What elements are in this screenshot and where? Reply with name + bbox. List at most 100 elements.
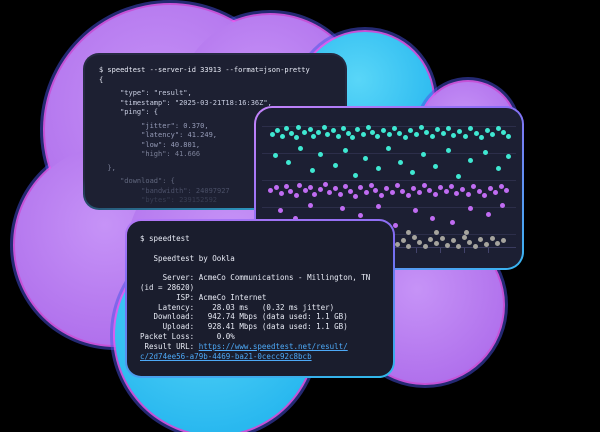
download-series-dot	[303, 188, 308, 193]
latency-series-dot	[325, 132, 330, 137]
latency-series-dot	[280, 134, 285, 139]
latency-series-dot	[270, 132, 275, 137]
latency-series-dot	[284, 126, 289, 131]
result-url-link[interactable]: https://www.speedtest.net/result/	[198, 341, 348, 351]
latency-series-dot	[483, 150, 488, 155]
upload-series-dot	[484, 242, 489, 247]
latency-series-dot	[468, 126, 473, 131]
download-series-dot	[338, 192, 343, 197]
download-series-dot	[466, 192, 471, 197]
download-series-dot	[488, 186, 493, 191]
download-series-dot	[444, 189, 449, 194]
latency-series-dot	[435, 127, 440, 132]
terminal-line: Latency: 28.03 ms (0.32 ms jitter)	[140, 302, 335, 312]
latency-series-dot	[343, 148, 348, 153]
terminal-line: Download: 942.74 Mbps (data used: 1.1 GB…	[140, 312, 348, 322]
terminal-json-output: $ speedtest --server-id 33913 --format=j…	[85, 55, 345, 208]
latency-series-dot	[392, 126, 397, 131]
download-series-dot	[268, 188, 273, 193]
terminal-line: $ speedtest --server-id 33913 --format=j…	[99, 66, 310, 74]
download-series-dot	[411, 186, 416, 191]
download-series-dot	[312, 192, 317, 197]
download-series-dot	[438, 185, 443, 190]
download-series-dot	[358, 213, 363, 218]
terminal-line: "bandwidth": 24097927	[99, 186, 230, 195]
upload-series-dot	[445, 243, 450, 248]
latency-series-dot	[381, 128, 386, 133]
download-series-dot	[468, 206, 473, 211]
terminal-result-output: $ speedtest Speedtest by Ookla Server: A…	[127, 221, 393, 374]
terminal-line: Server: AcmeCo Communications - Millingt…	[140, 273, 371, 283]
terminal-line: Speedtest by Ookla	[140, 253, 235, 263]
download-series-dot	[323, 182, 328, 187]
download-series-dot	[343, 184, 348, 189]
latency-series-dot	[479, 135, 484, 140]
latency-series-dot	[298, 146, 303, 151]
latency-series-dot	[302, 130, 307, 135]
terminal-line: ISP: AcmeCo Internet	[140, 292, 267, 302]
download-series-dot	[376, 204, 381, 209]
upload-series-dot	[495, 241, 500, 246]
upload-series-dot	[478, 237, 483, 242]
latency-series-dot	[424, 130, 429, 135]
latency-series-dot	[316, 130, 321, 135]
download-series-dot	[454, 191, 459, 196]
download-series-dot	[348, 189, 353, 194]
latency-series-dot	[361, 132, 366, 137]
download-series-dot	[406, 193, 411, 198]
download-series-dot	[450, 220, 455, 225]
upload-series-dot	[406, 230, 411, 235]
download-series-dot	[499, 184, 504, 189]
latency-series-dot	[490, 132, 495, 137]
plot-gridline	[262, 126, 516, 127]
latency-series-dot	[333, 163, 338, 168]
upload-series-dot	[464, 230, 469, 235]
latency-series-dot	[331, 128, 336, 133]
latency-series-dot	[310, 168, 315, 173]
upload-series-dot	[462, 235, 467, 240]
download-series-dot	[493, 190, 498, 195]
download-series-dot	[288, 189, 293, 194]
terminal-line: $ speedtest	[140, 234, 190, 243]
terminal-line: "bytes": 239152592	[99, 196, 218, 204]
latency-series-dot	[273, 153, 278, 158]
latency-series-dot	[294, 135, 299, 140]
download-series-dot	[364, 190, 369, 195]
terminal-line: Result URL: https://www.speedtest.net/re…	[140, 341, 348, 351]
latency-series-dot	[410, 170, 415, 175]
download-series-dot	[477, 189, 482, 194]
latency-series-dot	[496, 166, 501, 171]
latency-series-dot	[366, 125, 371, 130]
upload-series-dot	[434, 230, 439, 235]
download-series-dot	[395, 183, 400, 188]
download-series-dot	[294, 193, 299, 198]
plot-axis-tick	[488, 248, 489, 253]
download-series-dot	[390, 190, 395, 195]
latency-series-dot	[451, 133, 456, 138]
latency-series-dot	[341, 126, 346, 131]
upload-series-dot	[490, 236, 495, 241]
download-series-dot	[400, 189, 405, 194]
latency-series-dot	[286, 160, 291, 165]
latency-series-dot	[318, 152, 323, 157]
latency-series-dot	[370, 130, 375, 135]
download-series-dot	[417, 190, 422, 195]
plot-axis-tick	[440, 248, 441, 253]
download-series-dot	[333, 186, 338, 191]
download-series-dot	[308, 203, 313, 208]
latency-series-dot	[506, 134, 511, 139]
download-series-dot	[471, 184, 476, 189]
download-series-dot	[369, 183, 374, 188]
latency-series-dot	[421, 152, 426, 157]
result-url-link[interactable]: c/2d74ee56-a79b-4469-ba21-0cecc92c8bcb	[140, 351, 312, 361]
upload-series-dot	[417, 240, 422, 245]
latency-series-dot	[387, 132, 392, 137]
upload-series-dot	[473, 244, 478, 249]
terminal-line: "download": {	[99, 177, 175, 185]
latency-series-dot	[363, 156, 368, 161]
terminal-line: "timestamp": "2025-03-21T18:16:36Z",	[99, 98, 272, 107]
terminal-line: },	[99, 163, 116, 172]
download-series-dot	[379, 193, 384, 198]
download-series-dot	[500, 203, 505, 208]
upload-series-dot	[401, 238, 406, 243]
